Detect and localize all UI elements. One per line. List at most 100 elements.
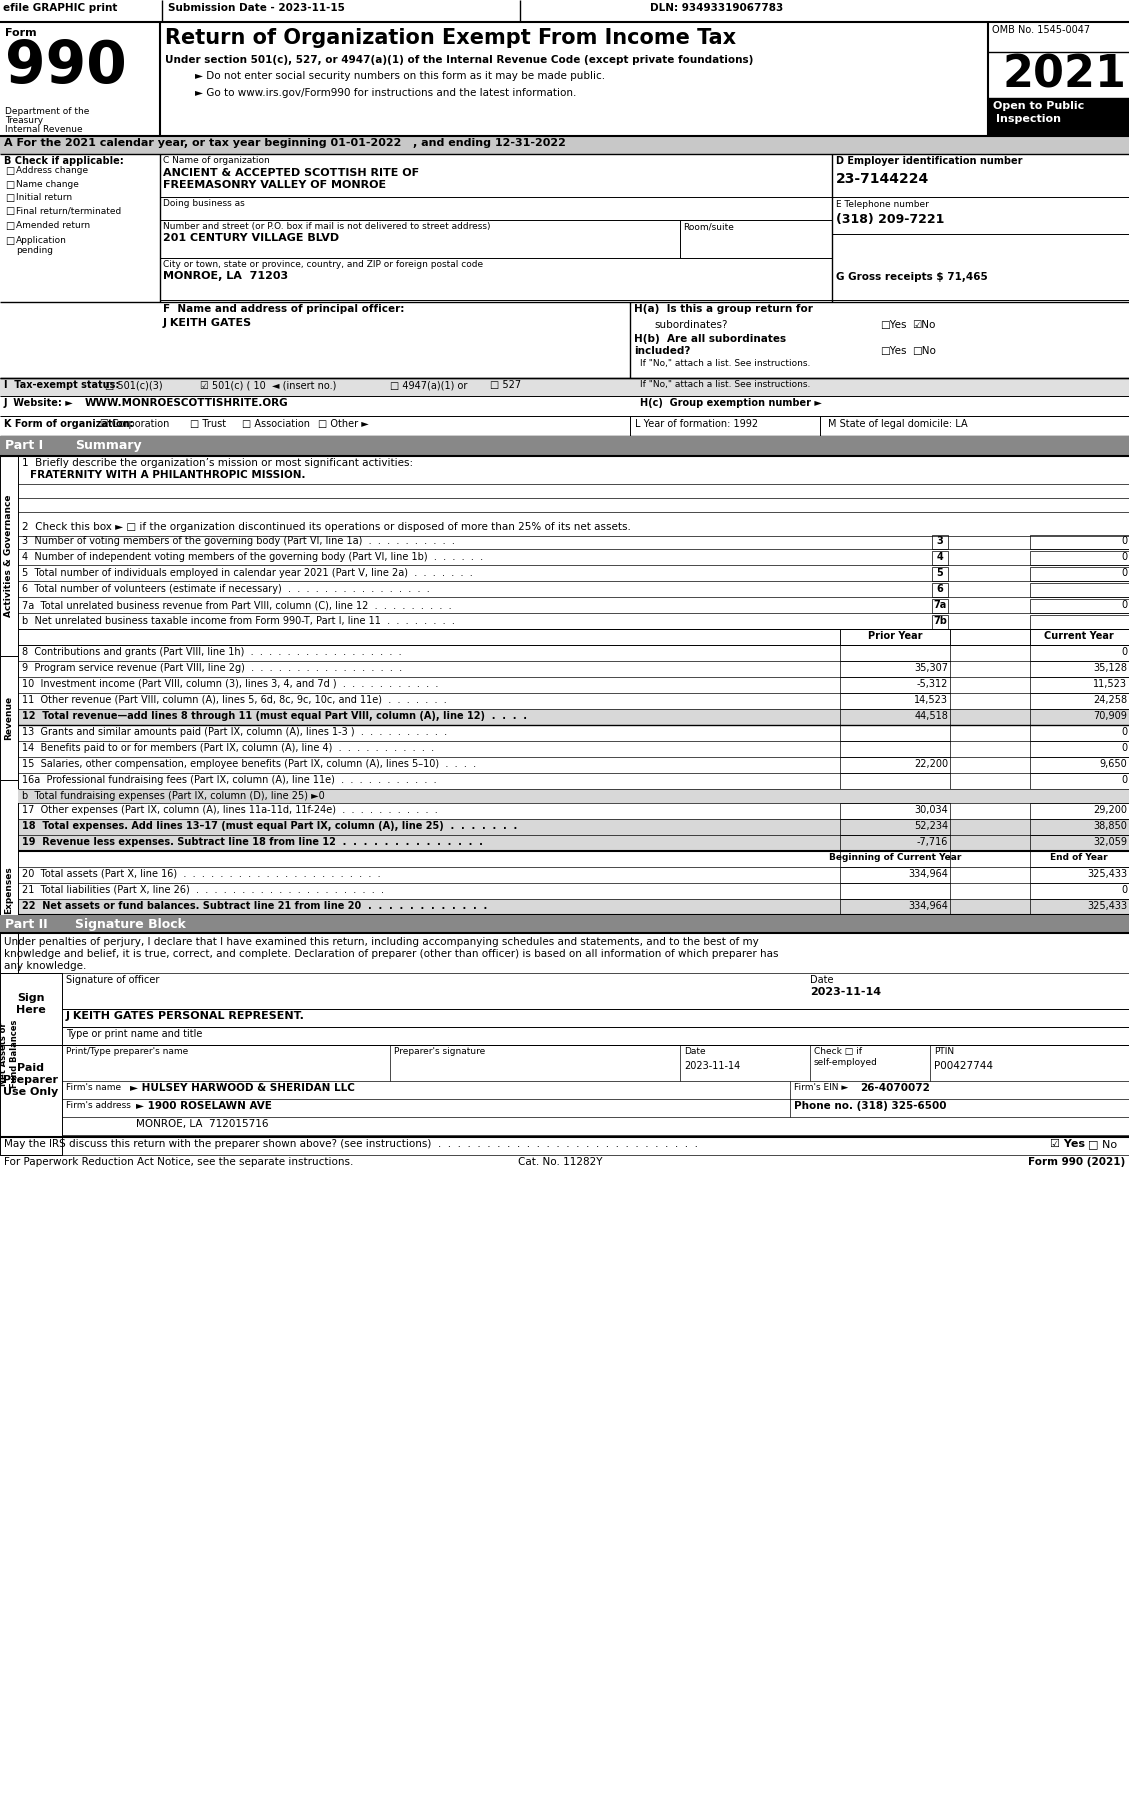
Bar [1030,646,1129,660]
Bar [1030,900,1129,914]
Text: b  Net unrelated business taxable income from Form 990-T, Part I, line 11  .  . : b Net unrelated business taxable income … [21,617,455,626]
Text: □: □ [5,207,15,216]
Text: ☑ Corporation: ☑ Corporation [100,419,169,428]
Bar [0,972,62,1045]
Bar [840,834,949,851]
Text: -7,716: -7,716 [917,836,948,847]
Text: Firm's address: Firm's address [65,1101,131,1110]
Text: K Form of organization:: K Form of organization: [5,419,133,428]
Text: 17  Other expenses (Part IX, column (A), lines 11a-11d, 11f-24e)  .  .  .  .  . : 17 Other expenses (Part IX, column (A), … [21,805,438,814]
Text: H(c)  Group exemption number ►: H(c) Group exemption number ► [640,397,822,408]
Bar [840,818,949,834]
Bar [1030,599,1129,613]
Bar [1030,693,1129,709]
Text: 70,909: 70,909 [1093,711,1127,720]
Text: 325,433: 325,433 [1087,902,1127,911]
Bar [840,629,949,646]
Text: □ Other ►: □ Other ► [318,419,369,428]
Text: MONROE, LA  71203: MONROE, LA 71203 [163,270,288,281]
Text: 3  Number of voting members of the governing body (Part VI, line 1a)  .  .  .  .: 3 Number of voting members of the govern… [21,535,455,546]
Bar [18,709,1129,726]
Text: 0: 0 [1121,727,1127,736]
Text: □: □ [5,236,15,247]
Text: -5,312: -5,312 [917,678,948,689]
Text: ► HULSEY HARWOOD & SHERIDAN LLC: ► HULSEY HARWOOD & SHERIDAN LLC [130,1083,355,1094]
Text: 0: 0 [1121,600,1127,610]
Bar [1030,726,1129,740]
Text: □ 527: □ 527 [490,379,522,390]
Text: DLN: 93493319067783: DLN: 93493319067783 [650,4,784,13]
Text: ANCIENT & ACCEPTED SCOTTISH RITE OF: ANCIENT & ACCEPTED SCOTTISH RITE OF [163,169,419,178]
Text: 14  Benefits paid to or for members (Part IX, column (A), line 4)  .  .  .  .  .: 14 Benefits paid to or for members (Part… [21,744,435,753]
Text: 3: 3 [937,535,944,546]
Text: □: □ [5,192,15,203]
Bar [1030,629,1129,646]
Text: 14,523: 14,523 [914,695,948,706]
Text: If "No," attach a list. See instructions.: If "No," attach a list. See instructions… [640,379,811,388]
Text: L Year of formation: 1992: L Year of formation: 1992 [634,419,759,428]
Text: 16a  Professional fundraising fees (Part IX, column (A), line 11e)  .  .  .  .  : 16a Professional fundraising fees (Part … [21,775,437,785]
Text: PTIN: PTIN [934,1047,954,1056]
Text: For Paperwork Reduction Act Notice, see the separate instructions.: For Paperwork Reduction Act Notice, see … [5,1157,353,1166]
Bar [1030,867,1129,883]
Text: Cat. No. 11282Y: Cat. No. 11282Y [518,1157,602,1166]
Text: M State of legal domicile: LA: M State of legal domicile: LA [828,419,968,428]
Bar [1030,883,1129,900]
Bar [18,834,1129,851]
Text: Paid: Paid [18,1063,44,1074]
Text: Phone no. (318) 325-6500: Phone no. (318) 325-6500 [794,1101,946,1110]
Bar [933,535,948,550]
Bar [1030,834,1129,851]
Text: 0: 0 [1121,648,1127,657]
Bar [840,756,949,773]
Bar [840,883,949,900]
Bar [840,867,949,883]
Text: □: □ [5,221,15,230]
Text: A For the 2021 calendar year, or tax year beginning 01-01-2022   , and ending 12: A For the 2021 calendar year, or tax yea… [5,138,566,149]
Text: Under penalties of perjury, I declare that I have examined this return, includin: Under penalties of perjury, I declare th… [5,938,759,947]
Text: Application
pending: Application pending [16,236,67,256]
Text: F  Name and address of principal officer:: F Name and address of principal officer: [163,305,404,314]
Text: C Name of organization: C Name of organization [163,156,270,165]
Text: B Check if applicable:: B Check if applicable: [5,156,124,167]
Bar [1030,615,1129,629]
Bar [1030,582,1129,597]
Text: Check □ if: Check □ if [814,1047,863,1056]
Bar [840,851,949,867]
Text: Here: Here [16,1005,46,1016]
Bar [1030,551,1129,564]
Text: Under section 501(c), 527, or 4947(a)(1) of the Internal Revenue Code (except pr: Under section 501(c), 527, or 4947(a)(1)… [165,54,753,65]
Text: 30,034: 30,034 [914,805,948,814]
Text: J KEITH GATES PERSONAL REPRESENT.: J KEITH GATES PERSONAL REPRESENT. [65,1010,305,1021]
Text: 15  Salaries, other compensation, employee benefits (Part IX, column (A), lines : 15 Salaries, other compensation, employe… [21,758,476,769]
Text: □: □ [5,167,15,176]
Text: Current Year: Current Year [1044,631,1114,640]
Text: Submission Date - 2023-11-15: Submission Date - 2023-11-15 [168,4,344,13]
Text: Revenue: Revenue [5,697,14,740]
Text: (318) 209-7221: (318) 209-7221 [835,212,944,227]
Text: 5: 5 [937,568,944,579]
Text: City or town, state or province, country, and ZIP or foreign postal code: City or town, state or province, country… [163,259,483,268]
Text: D Employer identification number: D Employer identification number [835,156,1023,167]
Bar [18,789,1129,804]
Text: any knowledge.: any knowledge. [5,961,87,970]
Text: □ 501(c)(3): □ 501(c)(3) [105,379,163,390]
Text: MONROE, LA  712015716: MONROE, LA 712015716 [135,1119,269,1128]
Text: 35,307: 35,307 [914,662,948,673]
Text: 52,234: 52,234 [913,822,948,831]
Text: WWW.MONROESCOTTISHRITE.ORG: WWW.MONROESCOTTISHRITE.ORG [85,397,289,408]
Text: efile GRAPHIC print: efile GRAPHIC print [3,4,117,13]
Text: 12  Total revenue—add lines 8 through 11 (must equal Part VIII, column (A), line: 12 Total revenue—add lines 8 through 11 … [21,711,527,720]
Text: 0: 0 [1121,551,1127,562]
Text: 32,059: 32,059 [1093,836,1127,847]
Text: 201 CENTURY VILLAGE BLVD: 201 CENTURY VILLAGE BLVD [163,232,339,243]
Bar [840,726,949,740]
Bar [1030,535,1129,550]
Bar [840,740,949,756]
Bar [0,455,18,657]
Text: 11,523: 11,523 [1093,678,1127,689]
Text: 4: 4 [937,551,944,562]
Bar [0,136,1129,154]
Bar [840,900,949,914]
Text: 10  Investment income (Part VIII, column (3), lines 3, 4, and 7d )  .  .  .  .  : 10 Investment income (Part VIII, column … [21,678,438,689]
